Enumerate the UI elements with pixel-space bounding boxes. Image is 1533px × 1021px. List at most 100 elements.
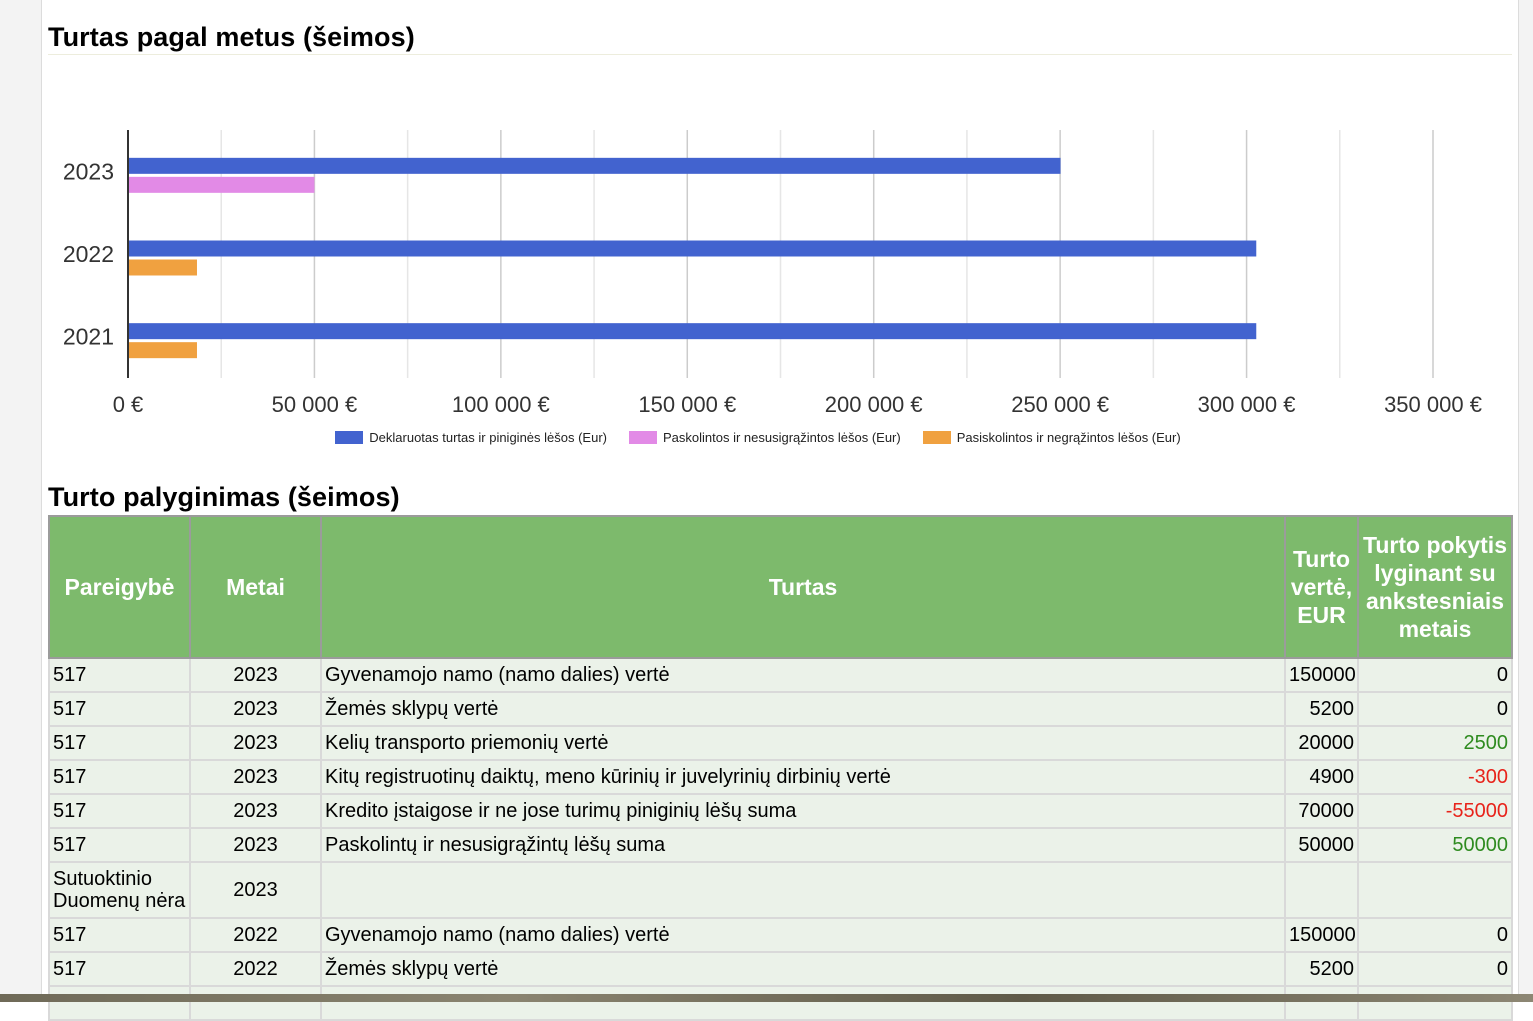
cell-metai: 2023 [189, 725, 322, 761]
cell-turto-pokytis: -55000 [1357, 793, 1513, 829]
table-row: 517 2023 Gyvenamojo namo (namo dalies) ver… [48, 657, 1513, 693]
table-row: 517 2023 Kitų registruotinų daiktų, meno k… [48, 759, 1513, 795]
y-tick-label: 2022 [63, 241, 114, 267]
legend-item-0[interactable]: Deklaruotas turtas ir piniginės lėšos (E… [335, 427, 607, 447]
cell-turto-verte: 5200 [1284, 691, 1359, 727]
table-row [48, 985, 1513, 1021]
legend-label: Deklaruotas turtas ir piniginės lėšos (E… [369, 429, 607, 445]
cell-pareigybe: 517 [48, 691, 191, 727]
cell-pareigybe: 517 [48, 917, 191, 953]
right-scrollbar-track[interactable] [1518, 0, 1533, 1002]
chart-title: Turtas pagal metus (šeimos) [48, 22, 415, 52]
legend-item-1[interactable]: Paskolintos ir nesusigrąžintos lėšos (Eu… [629, 427, 901, 447]
cell-metai: 2023 [189, 793, 322, 829]
cell-turto-verte: 4900 [1284, 759, 1359, 795]
cell-turto-pokytis: -300 [1357, 759, 1513, 795]
cell-turto-verte: 20000 [1284, 725, 1359, 761]
x-tick-label: 200 000 € [825, 392, 923, 417]
cell-turto-verte: 150000 [1284, 657, 1359, 693]
cell-metai: 2023 [189, 861, 322, 919]
left-page-margin [0, 0, 42, 1002]
cell-metai [189, 985, 322, 1021]
table-row: 517 2023 Žemės sklypų vertė 5200 0 [48, 691, 1513, 727]
cell-metai: 2023 [189, 759, 322, 795]
bar-2022-series-2 [128, 259, 197, 276]
assets-by-year-chart: 0 € 50 000 € 100 000 € 150 000 € 200 000 € 25… [63, 130, 1482, 417]
table-row: 517 2022 Žemės sklypų vertė 5200 0 [48, 951, 1513, 987]
cell-turtas [320, 861, 1286, 919]
x-tick-label: 100 000 € [452, 392, 550, 417]
cell-metai: 2023 [189, 691, 322, 727]
y-tick-label: 2021 [63, 324, 114, 350]
cell-pareigybe: 517 [48, 759, 191, 795]
x-tick-label: 350 000 € [1384, 392, 1482, 417]
table-row: 517 2022 Gyvenamojo namo (namo dalies) ver… [48, 917, 1513, 953]
cell-pareigybe: 517 [48, 793, 191, 829]
cell-turtas: Kelių transporto priemonių vertė [320, 725, 1286, 761]
cell-pareigybe: 517 [48, 657, 191, 693]
table-row: 517 2023 Kelių transporto priemonių vertė 2… [48, 725, 1513, 761]
bar-2023-series-1 [128, 176, 315, 193]
header-turto-verte[interactable]: Turto vertė, EUR [1284, 515, 1359, 659]
header-metai[interactable]: Metai [189, 515, 322, 659]
cell-turto-verte: 70000 [1284, 793, 1359, 829]
cell-turtas: Žemės sklypų vertė [320, 951, 1286, 987]
header-turto-pokytis[interactable]: Turto pokytis lyginant su ankstesniais m… [1357, 515, 1513, 659]
cell-turto-pokytis [1357, 861, 1513, 919]
title-divider [48, 54, 1512, 55]
legend-swatch [629, 430, 657, 444]
header-turtas[interactable]: Turtas [320, 515, 1286, 659]
x-tick-label: 300 000 € [1198, 392, 1296, 417]
chart-legend: Deklaruotas turtas ir piniginės lėšos (E… [0, 427, 1516, 447]
table-row: 517 2023 Kredito įstaigose ir ne jose turi… [48, 793, 1513, 829]
cell-metai: 2023 [189, 827, 322, 863]
cell-turto-pokytis: 0 [1357, 917, 1513, 953]
legend-swatch [335, 430, 364, 444]
x-tick-label: 250 000 € [1011, 392, 1109, 417]
table-row: Sutuoktinio Duomenų nėra 2023 [48, 861, 1513, 919]
asset-comparison-table: Pareigybė Metai Turtas Turto vertė, EUR … [48, 515, 1513, 1021]
cell-turto-pokytis [1357, 985, 1513, 1021]
x-tick-label: 50 000 € [272, 392, 358, 417]
cell-metai: 2023 [189, 657, 322, 693]
cell-turto-verte: 5200 [1284, 951, 1359, 987]
cell-turto-pokytis: 0 [1357, 951, 1513, 987]
cell-turtas: Žemės sklypų vertė [320, 691, 1286, 727]
bar-2023-series-0 [128, 157, 1061, 174]
cell-pareigybe: Sutuoktinio Duomenų nėra [48, 861, 191, 919]
cell-turtas: Kitų registruotinų daiktų, meno kūrinių … [320, 759, 1286, 795]
cell-turtas: Gyvenamojo namo (namo dalies) vertė [320, 917, 1286, 953]
cell-turtas: Gyvenamojo namo (namo dalies) vertė [320, 657, 1286, 693]
bar-2021-series-0 [128, 323, 1257, 340]
cell-turto-verte [1284, 985, 1359, 1021]
x-tick-label: 0 € [113, 392, 144, 417]
cell-turto-verte: 150000 [1284, 917, 1359, 953]
cell-pareigybe: 517 [48, 725, 191, 761]
legend-item-2[interactable]: Pasiskolintos ir negrąžintos lėšos (Eur) [922, 427, 1181, 447]
bar-2022-series-0 [128, 240, 1257, 257]
cell-turto-pokytis: 0 [1357, 691, 1513, 727]
cell-turto-verte [1284, 861, 1359, 919]
cell-turto-verte: 50000 [1284, 827, 1359, 863]
table-header-row: Pareigybė Metai Turtas Turto vertė, EUR … [48, 515, 1513, 659]
cell-pareigybe: 517 [48, 827, 191, 863]
table-row: 517 2023 Paskolintų ir nesusigrąžintų lėšų… [48, 827, 1513, 863]
legend-label: Paskolintos ir nesusigrąžintos lėšos (Eu… [663, 429, 901, 445]
cell-pareigybe [48, 985, 191, 1021]
header-pareigybe[interactable]: Pareigybė [48, 515, 191, 659]
table-title: Turto palyginimas (šeimos) [48, 482, 400, 512]
cell-turto-pokytis: 0 [1357, 657, 1513, 693]
legend-label: Pasiskolintos ir negrąžintos lėšos (Eur) [956, 429, 1181, 445]
cell-turto-pokytis: 50000 [1357, 827, 1513, 863]
bar-2021-series-2 [128, 342, 197, 359]
cell-turtas: Paskolintų ir nesusigrąžintų lėšų suma [320, 827, 1286, 863]
cell-metai: 2022 [189, 951, 322, 987]
legend-swatch [922, 430, 951, 444]
cell-turto-pokytis: 2500 [1357, 725, 1513, 761]
bottom-window-edge [0, 994, 1533, 1002]
x-tick-label: 150 000 € [638, 392, 736, 417]
cell-turtas [320, 985, 1286, 1021]
cell-pareigybe: 517 [48, 951, 191, 987]
y-tick-label: 2023 [63, 158, 114, 184]
cell-metai: 2022 [189, 917, 322, 953]
